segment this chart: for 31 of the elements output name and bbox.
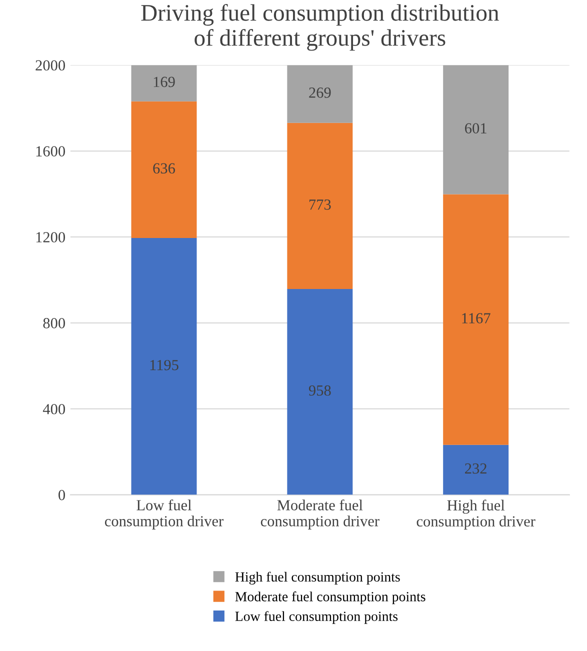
legend-label: High fuel consumption points [235, 572, 400, 584]
bar [443, 194, 509, 445]
data-label: 169 [154, 76, 175, 88]
y-tick-label: 1200 [36, 232, 65, 242]
bar [131, 101, 197, 238]
data-label: 636 [153, 163, 175, 174]
chart-title: Driving fuel consumption distribution of different groups' drivers [141, 4, 499, 51]
bar [443, 444, 509, 495]
data-label: 232 [465, 463, 486, 474]
y-tick-label: 0 [58, 490, 65, 500]
y-tick-label: 1600 [36, 146, 65, 156]
bar [287, 122, 353, 289]
bar [131, 238, 197, 495]
legend-label: Moderate fuel consumption points [235, 591, 426, 604]
x-tick-label: Low fuel consumption driver [104, 499, 224, 530]
data-label: 958 [308, 385, 331, 396]
legend-label: Low fuel consumption points [235, 611, 398, 624]
x-tick-label: High fuel consumption driver [416, 500, 536, 530]
x-tick-label: Moderate fuel consumption driver [260, 499, 380, 530]
y-tick-label: 2000 [36, 60, 65, 71]
data-label: 601 [465, 123, 486, 134]
bar [287, 288, 353, 495]
y-tick-label: 400 [42, 404, 65, 414]
y-tick-label: 800 [43, 318, 65, 328]
bar [443, 65, 509, 194]
bar [287, 65, 353, 123]
data-label: 773 [309, 199, 331, 210]
data-label: 1167 [462, 313, 490, 324]
data-label: 269 [309, 88, 331, 98]
data-label: 1195 [150, 360, 178, 370]
bar [131, 65, 197, 102]
